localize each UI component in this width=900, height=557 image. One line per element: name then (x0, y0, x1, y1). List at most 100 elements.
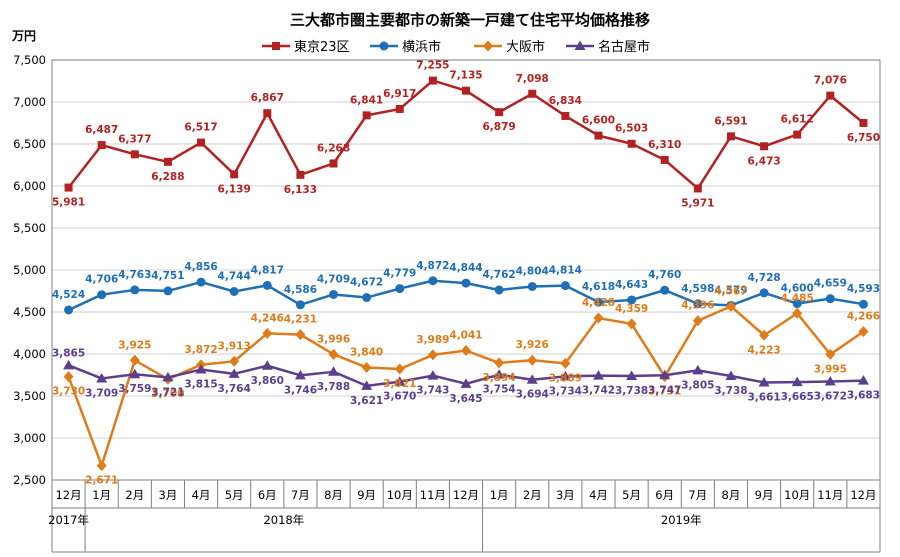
data-point-marker (64, 183, 73, 192)
data-point-marker (262, 327, 273, 339)
data-label: 5,981 (52, 197, 85, 209)
x-tick-label: 12月 (453, 488, 479, 502)
data-label: 4,814 (549, 265, 582, 277)
data-point-marker (559, 370, 571, 381)
data-point-marker (64, 305, 74, 315)
data-point-marker (427, 370, 439, 380)
data-point-marker (527, 281, 537, 291)
y-tick-label: 7,500 (13, 53, 46, 67)
data-label: 3,743 (416, 385, 449, 397)
y-tick-label: 4,000 (13, 347, 46, 361)
data-label: 3,840 (350, 346, 383, 358)
x-tick-label: 11月 (817, 488, 843, 502)
data-point-marker (725, 300, 736, 312)
x-tick-label: 10月 (784, 488, 810, 502)
data-point-marker (593, 312, 604, 324)
data-label: 3,759 (118, 383, 151, 395)
data-point-marker (791, 376, 803, 387)
data-point-marker (195, 364, 207, 374)
data-label: 4,246 (251, 312, 284, 324)
data-label: 4,672 (350, 277, 383, 289)
data-label: 3,925 (118, 339, 151, 351)
data-point-marker (660, 285, 670, 295)
data-label: 3,821 (383, 378, 416, 390)
data-point-marker (129, 368, 141, 379)
data-label: 4,762 (483, 269, 516, 281)
y-tick-label: 6,500 (13, 137, 46, 151)
data-point-marker (594, 131, 603, 140)
y-tick-label: 3,500 (13, 389, 46, 403)
data-label: 3,815 (184, 379, 217, 391)
data-point-marker (395, 284, 405, 294)
data-point-marker (725, 370, 737, 381)
data-label: 4,598 (681, 283, 714, 295)
data-label: 3,709 (85, 387, 118, 399)
y-tick-label: 7,000 (13, 95, 46, 109)
data-label: 4,618 (582, 281, 615, 293)
legend-label: 大阪市 (506, 39, 545, 55)
x-tick-label: 7月 (688, 488, 707, 502)
data-point-marker (626, 318, 637, 330)
plot-frame (51, 59, 881, 481)
series-2 (64, 276, 868, 315)
data-label: 7,076 (814, 75, 847, 87)
data-point-marker (394, 363, 405, 375)
data-label: 3,734 (549, 385, 582, 397)
data-label: 3,989 (416, 334, 449, 346)
data-point-marker (693, 184, 702, 193)
data-label: 2,671 (85, 475, 118, 487)
data-point-marker (693, 299, 703, 309)
data-label: 3,731 (648, 386, 681, 398)
data-point-marker (574, 40, 586, 50)
x-tick-label: 2月 (523, 488, 542, 502)
data-point-marker (627, 295, 637, 305)
data-label: 6,473 (747, 155, 780, 167)
data-point-marker (295, 300, 305, 310)
data-label: 6,600 (582, 115, 615, 127)
data-label: 6,612 (781, 114, 814, 126)
data-point-marker (826, 91, 835, 100)
data-label: 6,377 (118, 133, 151, 145)
data-label: 6,503 (615, 123, 648, 135)
x-tick-label: 11月 (420, 488, 446, 502)
data-label: 3,694 (516, 389, 549, 401)
data-point-marker (295, 329, 306, 341)
data-point-marker (328, 366, 340, 376)
data-label: 4,779 (383, 268, 416, 280)
data-point-marker (97, 141, 106, 150)
data-point-marker (296, 170, 305, 179)
data-point-marker (379, 41, 389, 51)
y-tick-label: 5,000 (13, 263, 46, 277)
data-point-marker (792, 299, 802, 309)
data-point-marker (427, 349, 438, 361)
data-point-marker (494, 285, 504, 295)
data-label: 4,231 (284, 314, 317, 326)
data-point-marker (261, 360, 273, 370)
data-point-marker (63, 371, 74, 383)
data-label: 4,728 (747, 272, 780, 284)
data-point-marker (461, 345, 471, 357)
data-point-marker (196, 277, 206, 287)
data-label: 5,971 (681, 197, 714, 209)
data-label: 6,310 (648, 139, 681, 151)
data-label: 6,591 (714, 115, 747, 127)
x-tick-label: 4月 (192, 488, 211, 502)
data-point-marker (825, 294, 835, 304)
data-label: 3,754 (483, 384, 516, 396)
data-label: 4,567 (714, 285, 747, 297)
data-label: 4,485 (781, 292, 814, 304)
data-point-marker (362, 293, 372, 303)
data-label: 4,359 (615, 303, 648, 315)
data-label: 4,428 (582, 297, 615, 309)
x-tick-label: 9月 (755, 488, 774, 502)
data-label: 4,593 (847, 283, 880, 295)
data-point-marker (759, 288, 769, 298)
data-point-marker (229, 355, 240, 367)
data-point-marker (493, 369, 505, 379)
data-label: 4,223 (747, 344, 780, 356)
x-tick-label: 2月 (125, 488, 144, 502)
data-label: 4,760 (648, 269, 681, 281)
data-point-marker (163, 157, 172, 166)
data-label: 4,396 (681, 300, 714, 312)
